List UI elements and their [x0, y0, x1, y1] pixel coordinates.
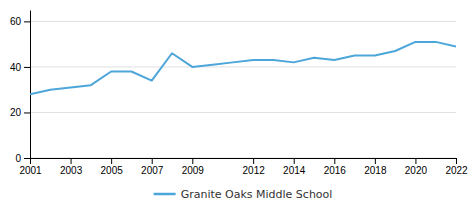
- tick-mark: [294, 158, 295, 164]
- tick: 2007: [141, 158, 164, 176]
- tick: 40: [10, 62, 30, 73]
- tick-label: 20: [10, 107, 22, 118]
- tick-label: 60: [10, 16, 22, 27]
- tick-mark: [415, 158, 416, 164]
- grid-line: [30, 21, 456, 22]
- tick-label: 2001: [19, 165, 42, 176]
- legend: Granite Oaks Middle School: [154, 188, 333, 201]
- tick: 60: [10, 16, 30, 27]
- tick-mark: [111, 158, 112, 164]
- grid-line: [30, 158, 456, 159]
- tick-mark: [334, 158, 335, 164]
- tick-mark: [375, 158, 376, 164]
- tick-label: 2016: [324, 165, 347, 176]
- tick-mark: [24, 112, 30, 113]
- tick-mark: [24, 21, 30, 22]
- x-axis: 2001 2003 2005 2007 2009 2012 2014 2016 2018 2020…: [19, 158, 468, 176]
- axis-line: [30, 11, 31, 159]
- tick-label: 40: [10, 62, 22, 73]
- tick-mark: [253, 158, 254, 164]
- tick-label: 2007: [141, 165, 164, 176]
- tick-label: 0: [15, 153, 21, 164]
- tick-label: 2012: [243, 165, 266, 176]
- tick: 2005: [101, 158, 124, 176]
- tick: 2012: [243, 158, 266, 176]
- tick-label: 2009: [182, 165, 205, 176]
- tick-label: 2003: [60, 165, 83, 176]
- chart: 2001200320052007200920122014201620182020…: [0, 0, 474, 208]
- tick: 2003: [60, 158, 83, 176]
- tick: 2014: [283, 158, 306, 176]
- tick: 2001: [19, 158, 42, 176]
- legend-label: Granite Oaks Middle School: [181, 188, 333, 201]
- tick: 0: [15, 153, 30, 164]
- tick: 2020: [405, 158, 428, 176]
- tick-label: 2022: [445, 165, 468, 176]
- plot-area: [30, 42, 456, 94]
- tick-mark: [24, 67, 30, 68]
- tick-mark: [456, 158, 457, 164]
- tick-mark: [152, 158, 153, 164]
- axis-line: [31, 158, 457, 159]
- legend-item: Granite Oaks Middle School: [154, 188, 333, 201]
- chart-container: 2001200320052007200920122014201620182020…: [0, 0, 474, 208]
- tick-mark: [192, 158, 193, 164]
- tick-label: 2020: [405, 165, 428, 176]
- tick: 2009: [182, 158, 205, 176]
- grid: [30, 21, 456, 158]
- tick: 2018: [364, 158, 387, 176]
- tick: 2016: [324, 158, 347, 176]
- grid-line: [30, 112, 456, 113]
- tick: 20: [10, 107, 30, 118]
- y-axis: 0 20 40 60: [10, 11, 31, 164]
- tick-label: 2018: [364, 165, 387, 176]
- series-line: [30, 42, 456, 94]
- legend-swatch: [154, 193, 176, 196]
- tick-mark: [71, 158, 72, 164]
- tick: 2022: [445, 158, 468, 176]
- tick-mark: [30, 158, 31, 164]
- tick-label: 2005: [101, 165, 124, 176]
- grid-line: [30, 66, 456, 67]
- tick-mark: [24, 158, 30, 159]
- tick-label: 2014: [283, 165, 306, 176]
